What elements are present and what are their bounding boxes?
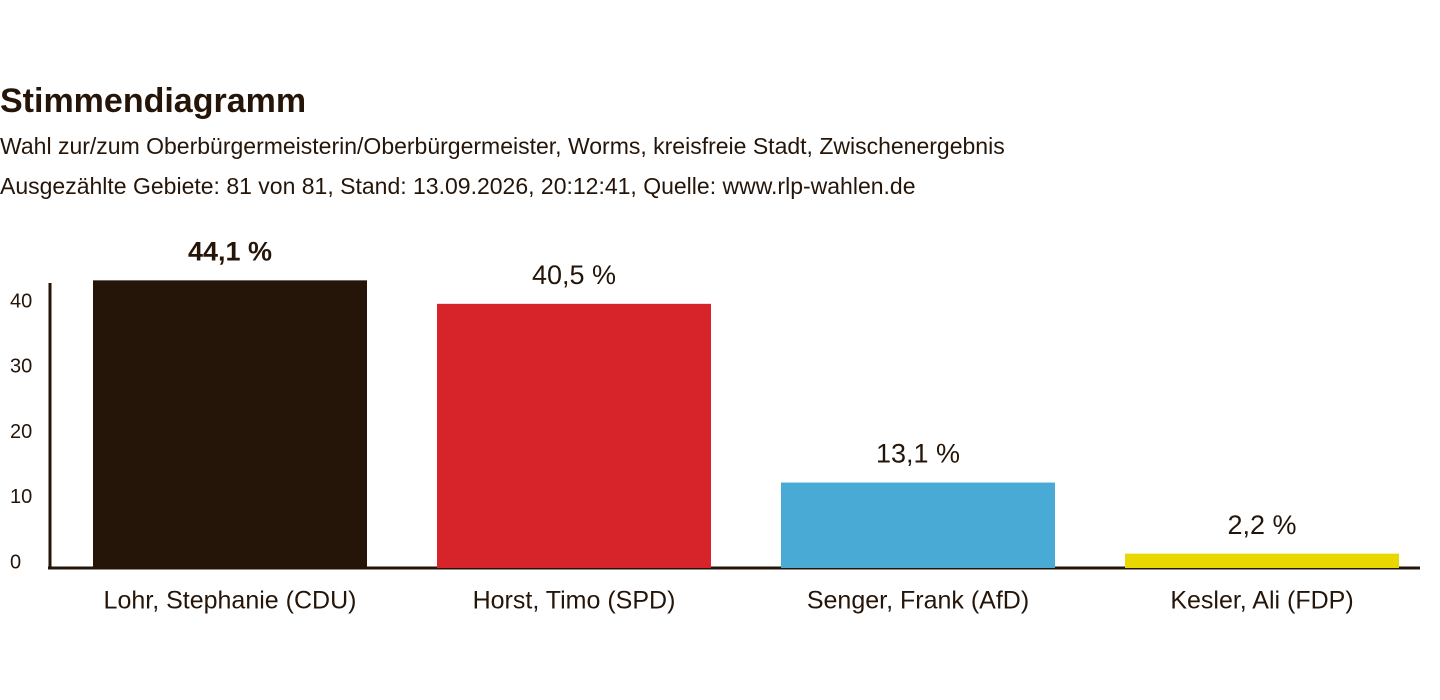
x-tick-label: Horst, Timo (SPD) (473, 587, 676, 615)
bar (437, 303, 711, 568)
chart-subtitle: Ausgezählte Gebiete: 81 von 81, Stand: 1… (0, 173, 916, 199)
y-tick-label: 0 (10, 551, 21, 573)
bar (1125, 553, 1399, 568)
y-tick-label: 20 (10, 421, 32, 443)
chart-title: Stimmendiagramm (0, 82, 306, 120)
value-label: 13,1 % (876, 439, 960, 469)
y-tick-label: 40 (10, 290, 32, 312)
bar (93, 280, 367, 568)
x-tick-label: Kesler, Ali (FDP) (1170, 587, 1353, 615)
value-label: 40,5 % (532, 260, 616, 290)
bar (781, 482, 1055, 568)
x-tick-label: Lohr, Stephanie (CDU) (104, 587, 357, 615)
y-tick-label: 10 (10, 486, 32, 508)
y-tick-label: 30 (10, 356, 32, 378)
value-label: 44,1 % (188, 236, 272, 266)
value-label: 2,2 % (1227, 510, 1296, 540)
x-tick-label: Senger, Frank (AfD) (807, 587, 1029, 615)
chart-subtitle: Wahl zur/zum Oberbürgermeisterin/Oberbür… (0, 133, 1005, 159)
